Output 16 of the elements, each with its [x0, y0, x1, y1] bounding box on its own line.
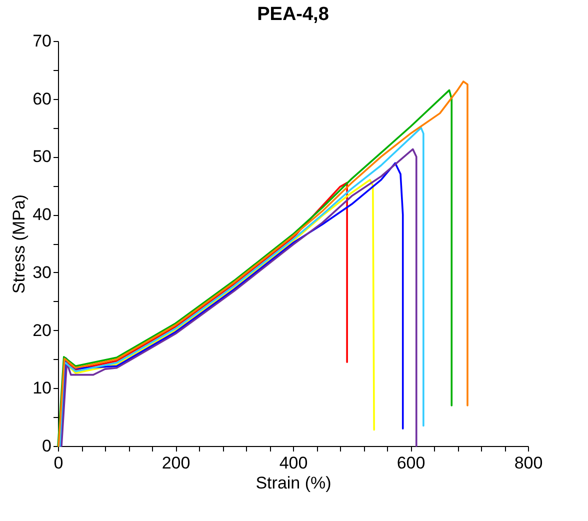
y-tick-label: 0	[42, 436, 52, 456]
y-tick-label: 40	[32, 205, 52, 224]
chart-title: PEA-4,8	[257, 4, 329, 25]
y-axis-title: Stress (MPa)	[10, 194, 29, 294]
x-tick-label: 600	[396, 454, 426, 472]
y-tick-label: 70	[32, 32, 52, 50]
x-tick-label: 800	[514, 454, 543, 472]
y-tick-label: 20	[32, 320, 52, 340]
y-tick-label: 50	[32, 147, 52, 166]
x-tick-label: 200	[162, 454, 190, 472]
x-tick-label: 400	[279, 454, 308, 472]
y-tick-label: 30	[32, 262, 52, 282]
x-tick-label: 0	[54, 454, 64, 472]
x-axis-title: Strain (%)	[256, 474, 332, 492]
y-tick-label: 10	[32, 378, 52, 398]
y-tick-label: 60	[32, 89, 52, 108]
